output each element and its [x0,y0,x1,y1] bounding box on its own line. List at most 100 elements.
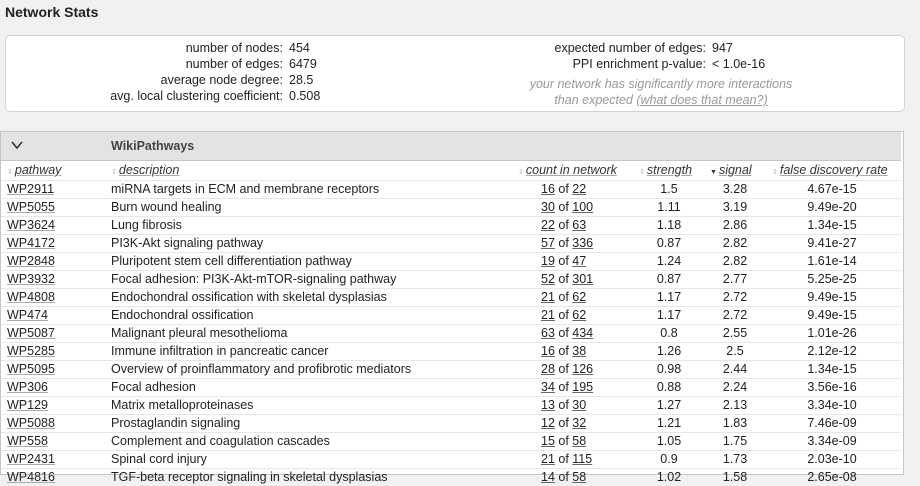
table-row[interactable]: WP2431 Spinal cord injury 21 of 115 0.9 1.73… [1,450,901,468]
total-link[interactable]: 301 [572,272,594,286]
count-link[interactable]: 22 [541,218,555,232]
table-row[interactable]: WP2848 Pluripotent stem cell differentiat… [1,252,901,270]
pathway-id-link[interactable]: WP4808 [7,290,55,304]
pathway-description: Spinal cord injury [111,452,207,466]
table-row[interactable]: WP474 Endochondral ossification 21 of 62 1.… [1,306,901,324]
count-in-network: 63 of 434 [541,325,593,341]
count-link[interactable]: 15 [541,434,555,448]
fdr-value: 5.25e-25 [807,272,857,286]
table-row[interactable]: WP5087 Malignant pleural mesothelioma 63 o… [1,324,901,342]
pathway-id-link[interactable]: WP2431 [7,452,55,466]
count-link[interactable]: 34 [541,380,555,394]
table-row[interactable]: WP129 Matrix metalloproteinases 13 of 30 1.… [1,396,901,414]
count-in-network: 16 of 38 [541,343,586,359]
table-row[interactable]: WP4816 TGF-beta receptor signaling in ske… [1,468,901,486]
column-header-count[interactable]: ⇕ count in network [518,163,617,177]
panel-header[interactable]: WikiPathways [1,132,901,161]
count-link[interactable]: 13 [541,398,555,412]
pathway-id-link[interactable]: WP129 [7,398,48,412]
column-header-signal[interactable]: ▼ signal [710,163,752,177]
total-link[interactable]: 336 [572,236,594,250]
pathway-id-link[interactable]: WP3932 [7,272,55,286]
column-header-description[interactable]: ⇕ description [111,163,179,177]
count-link[interactable]: 12 [541,416,555,430]
total-link[interactable]: 58 [572,434,587,448]
column-header-fdr[interactable]: ⇕ false discovery rate [772,163,888,177]
pathway-id-link[interactable]: WP2911 [7,182,55,196]
column-header-pathway[interactable]: ⇕ pathway [7,163,61,177]
table-row[interactable]: WP3932 Focal adhesion: PI3K-Akt-mTOR-sign… [1,270,901,288]
count-link[interactable]: 16 [541,344,555,358]
total-link[interactable]: 100 [572,200,594,214]
pathway-description: Focal adhesion: PI3K-Akt-mTOR-signaling … [111,272,397,286]
pathway-id-link[interactable]: WP4172 [7,236,55,250]
count-link[interactable]: 57 [541,236,555,250]
pathway-id-link[interactable]: WP558 [7,434,48,448]
total-link[interactable]: 32 [572,416,587,430]
pathway-id-link[interactable]: WP5285 [7,344,55,358]
total-link[interactable]: 62 [572,308,587,322]
pathway-id-link[interactable]: WP3624 [7,218,55,232]
count-link[interactable]: 21 [541,452,555,466]
total-link[interactable]: 47 [572,254,587,268]
pathway-id-link[interactable]: WP5088 [7,416,55,430]
count-separator: of [554,326,573,340]
total-link[interactable]: 126 [572,362,594,376]
count-link[interactable]: 19 [541,254,555,268]
strength-value: 1.26 [656,344,682,358]
total-link[interactable]: 63 [572,218,587,232]
pathway-id-link[interactable]: WP306 [7,380,48,394]
signal-value: 1.75 [722,434,748,448]
fdr-value: 9.49e-20 [807,200,857,214]
pathway-id-link[interactable]: WP5087 [7,326,55,340]
what-does-that-mean-link[interactable]: (what does that mean?) [636,93,768,107]
fdr-value: 1.01e-26 [807,326,857,340]
enrichment-note-line: your network has significantly more inte… [529,77,793,91]
table-row[interactable]: WP558 Complement and coagulation cascades… [1,432,901,450]
chevron-down-icon[interactable] [10,138,24,152]
column-header-label: description [118,163,180,177]
strength-value: 0.87 [656,272,682,286]
count-link[interactable]: 52 [541,272,555,286]
table-row[interactable]: WP4808 Endochondral ossification with ske… [1,288,901,306]
pathway-id-link[interactable]: WP4816 [7,470,55,484]
table-row[interactable]: WP5055 Burn wound healing 30 of 100 1.11 3.1… [1,198,901,216]
total-link[interactable]: 58 [572,470,587,484]
table-row[interactable]: WP5285 Immune infiltration in pancreatic … [1,342,901,360]
stat-label: number of edges: [185,57,283,71]
pathway-id-link[interactable]: WP2848 [7,254,55,268]
count-link[interactable]: 21 [541,290,555,304]
count-link[interactable]: 28 [541,362,555,376]
strength-value: 1.18 [656,218,682,232]
table-row[interactable]: WP2911 miRNA targets in ECM and membrane … [1,180,901,198]
table-row[interactable]: WP5088 Prostaglandin signaling 12 of 32 1.2… [1,414,901,432]
total-link[interactable]: 30 [572,398,587,412]
count-link[interactable]: 21 [541,308,555,322]
column-header-label: signal [718,163,752,177]
count-link[interactable]: 14 [541,470,555,484]
stat-value: 0.508 [289,89,321,103]
total-link[interactable]: 434 [572,326,594,340]
count-separator: of [554,272,573,286]
pathway-id-link[interactable]: WP474 [7,308,48,322]
total-link[interactable]: 195 [572,380,594,394]
count-separator: of [554,236,573,250]
count-in-network: 15 of 58 [541,433,586,449]
total-link[interactable]: 115 [572,452,593,466]
column-header-strength[interactable]: ⇕ strength [639,163,692,177]
table-row[interactable]: WP306 Focal adhesion 34 of 195 0.88 2.24 3.56… [1,378,901,396]
pathway-id-link[interactable]: WP5095 [7,362,55,376]
table-row[interactable]: WP3624 Lung fibrosis 22 of 63 1.18 2.86 1.34e… [1,216,901,234]
total-link[interactable]: 38 [572,344,587,358]
count-link[interactable]: 63 [541,326,555,340]
count-separator: of [554,380,573,394]
pathway-id-link[interactable]: WP5055 [7,200,55,214]
total-link[interactable]: 22 [572,182,587,196]
count-link[interactable]: 16 [541,182,555,196]
table-row[interactable]: WP5095 Overview of proinflammatory and pr… [1,360,901,378]
total-link[interactable]: 62 [572,290,587,304]
count-in-network: 21 of 115 [541,451,592,467]
wikipathways-panel: WikiPathways ⇕ pathway ⇕ description ⇕ coun… [0,131,904,484]
count-link[interactable]: 30 [541,200,555,214]
table-row[interactable]: WP4172 PI3K-Akt signaling pathway 57 of 33… [1,234,901,252]
